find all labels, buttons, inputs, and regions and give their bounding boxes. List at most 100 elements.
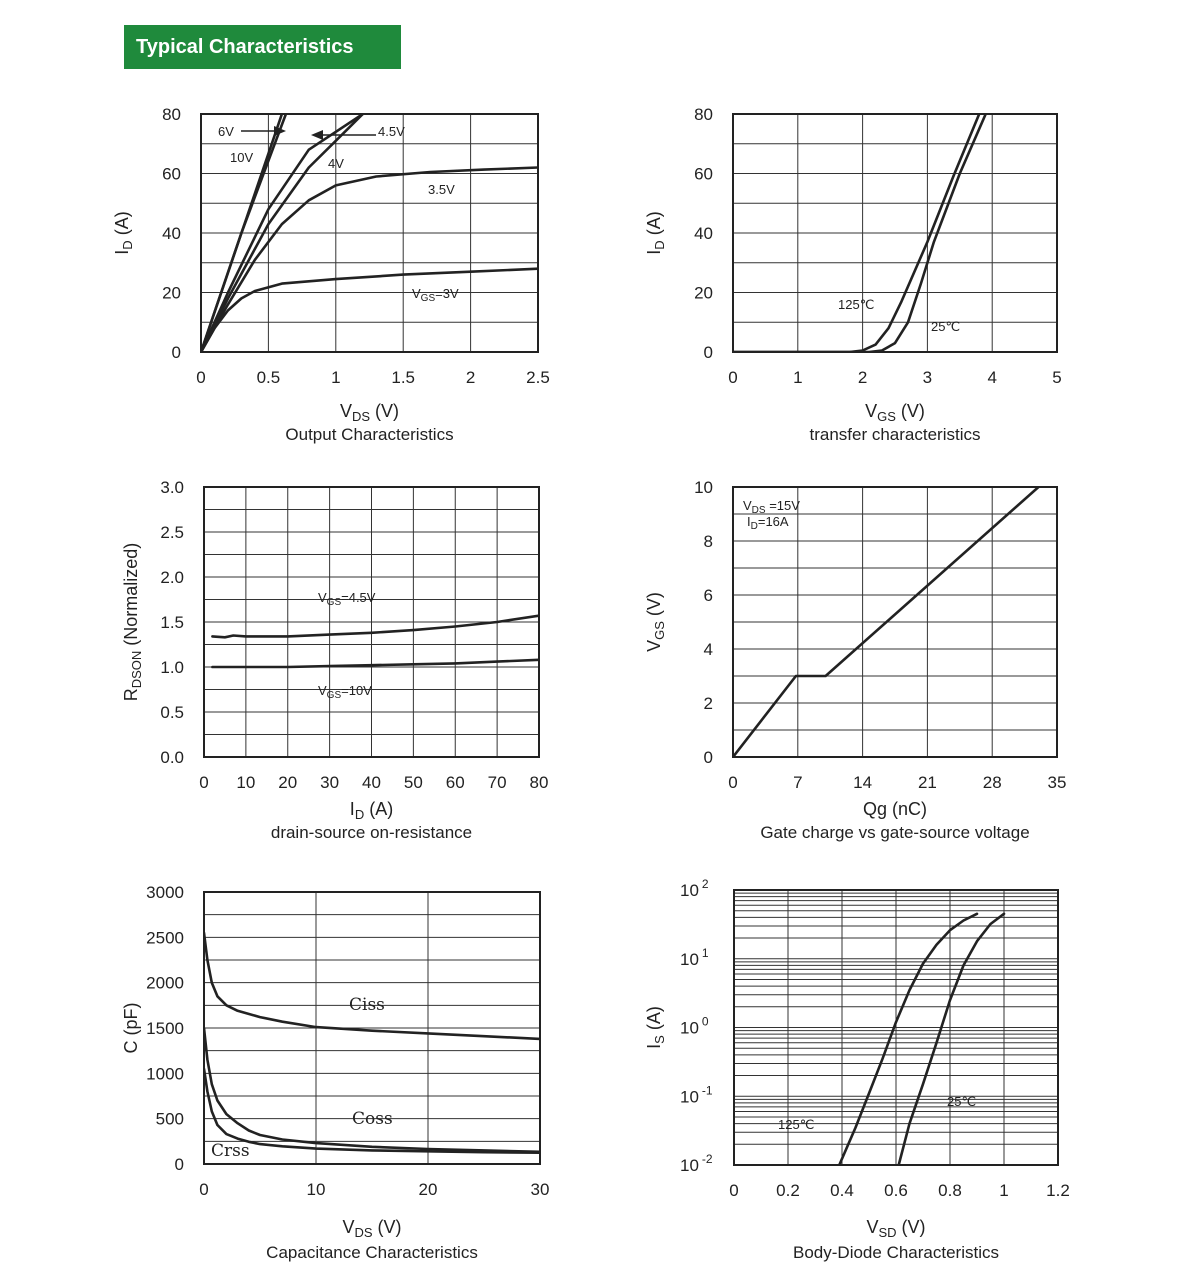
series-annotation: 4.5V [378, 124, 405, 139]
series-annotation: VGS=3V [412, 286, 459, 304]
y-axis-label: ID (A) [644, 211, 667, 254]
y-axis-label: RDSON (Normalized) [121, 543, 144, 702]
chart-title: transfer characteristics [810, 425, 981, 444]
chart-5: 0 10 20 30 0 500 1000 1500 2000 2500 3000 VDS (V) C … [121, 883, 549, 1262]
y-tick-label: 1.0 [160, 658, 184, 677]
x-tick-label: 1 [331, 368, 340, 387]
series-annotation: 6V [218, 124, 234, 139]
chart-2: 0 1 2 3 4 5 0 20 40 60 80 VGS (V) ID (A) transfer cha… [644, 105, 1062, 444]
series-annotation: Coss [352, 1109, 393, 1129]
x-tick-label: 0 [199, 1180, 208, 1199]
y-tick-label: 10 0 [680, 1015, 709, 1038]
series-annotation: Crss [211, 1141, 250, 1161]
plot-frame [200, 113, 539, 353]
x-axis-label: VDS (V) [342, 1217, 401, 1240]
x-tick-label: 28 [983, 773, 1002, 792]
series-line-ciss [204, 931, 540, 1041]
grid [201, 114, 538, 352]
y-tick-label: 1.5 [160, 613, 184, 632]
y-tick-label: 500 [156, 1110, 184, 1129]
x-axis-label: ID (A) [350, 799, 393, 822]
x-tick-label: 0 [728, 773, 737, 792]
x-tick-label: 0 [728, 368, 737, 387]
chart-title: Body-Diode Characteristics [793, 1243, 999, 1262]
series-line-vgs-4-5v [211, 614, 539, 639]
y-tick-label: 1500 [146, 1019, 184, 1038]
y-tick-label: 20 [162, 284, 181, 303]
x-tick-label: 0 [196, 368, 205, 387]
grid [204, 892, 540, 1164]
y-tick-label: 2.5 [160, 523, 184, 542]
y-tick-label: 2.0 [160, 568, 184, 587]
y-tick-label: 10 -2 [680, 1152, 713, 1175]
y-axis-label: ID (A) [112, 211, 135, 254]
x-tick-label: 10 [307, 1180, 326, 1199]
x-tick-label: 1 [793, 368, 802, 387]
y-axis-label: IS (A) [644, 1006, 667, 1049]
x-tick-label: 2 [466, 368, 475, 387]
y-tick-label: 0 [704, 343, 713, 362]
grid [733, 487, 1057, 757]
chart-1: 0 0.5 1 1.5 2 2.5 0 20 40 60 80 VDS (V) ID (A) Output… [112, 105, 550, 444]
section-header: Typical Characteristics [124, 25, 401, 69]
series-annotation: 10V [230, 150, 253, 165]
chart-title: Gate charge vs gate-source voltage [760, 823, 1029, 842]
y-tick-label: 10 1 [680, 946, 709, 969]
y-tick-label: 8 [704, 532, 713, 551]
x-axis-label: VDS (V) [340, 401, 399, 424]
y-tick-label: 2000 [146, 974, 184, 993]
series-line-vgs-10v [211, 658, 539, 669]
x-tick-label: 0.2 [776, 1181, 800, 1200]
series-line-25- [733, 114, 988, 352]
x-tick-label: 20 [278, 773, 297, 792]
x-tick-label: 1.2 [1046, 1181, 1070, 1200]
series-annotation: 125℃ [838, 297, 874, 312]
x-tick-label: 60 [446, 773, 465, 792]
y-tick-label: 60 [162, 165, 181, 184]
series-line-25- [897, 912, 1006, 1165]
plot-frame [203, 486, 540, 758]
x-axis-label: VSD (V) [866, 1217, 925, 1240]
y-tick-label: 2 [704, 694, 713, 713]
series-annotation: 4V [328, 156, 344, 171]
x-tick-label: 1 [999, 1181, 1008, 1200]
x-tick-label: 3 [923, 368, 932, 387]
series-annotation: 25℃ [947, 1094, 976, 1109]
y-tick-label: 0 [172, 343, 181, 362]
series-annotation: VDS =15V [743, 498, 800, 516]
x-tick-label: 30 [320, 773, 339, 792]
x-tick-label: 0 [199, 773, 208, 792]
x-tick-label: 20 [419, 1180, 438, 1199]
y-tick-label: 0.0 [160, 748, 184, 767]
plot-frame [732, 113, 1058, 353]
grid [734, 890, 1058, 1165]
y-tick-label: 40 [694, 224, 713, 243]
chart-3: 0 10 20 30 40 50 60 70 80 0.0 0.5 1.0 1.5 2.0 2.5 3.0 ID… [121, 478, 548, 842]
x-tick-label: 14 [853, 773, 872, 792]
x-tick-label: 5 [1052, 368, 1061, 387]
arrow-icon [274, 126, 286, 136]
series-line-vgs-3v [201, 267, 538, 352]
series-annotation: VGS=10V [318, 683, 372, 701]
x-tick-label: 35 [1048, 773, 1067, 792]
plot-frame [732, 486, 1058, 758]
series-annotation: 25℃ [931, 319, 960, 334]
series-annotation: ID=16A [747, 514, 789, 532]
x-tick-label: 70 [488, 773, 507, 792]
y-tick-label: 2500 [146, 928, 184, 947]
series-line-3-5v [201, 166, 538, 352]
series-line-4v [201, 114, 365, 352]
x-axis-label: Qg (nC) [863, 799, 927, 819]
x-tick-label: 0.4 [830, 1181, 854, 1200]
y-tick-label: 10 [694, 478, 713, 497]
x-axis-label: VGS (V) [865, 401, 925, 424]
series-line-crss [204, 1067, 540, 1154]
x-tick-label: 0 [729, 1181, 738, 1200]
x-tick-label: 0.5 [257, 368, 281, 387]
chart-4: 0 7 14 21 28 35 0 2 4 6 8 10 Qg (nC) VGS (V) Gate char… [644, 478, 1066, 842]
y-tick-label: 20 [694, 284, 713, 303]
chart-title: Output Characteristics [285, 425, 453, 444]
x-tick-label: 21 [918, 773, 937, 792]
